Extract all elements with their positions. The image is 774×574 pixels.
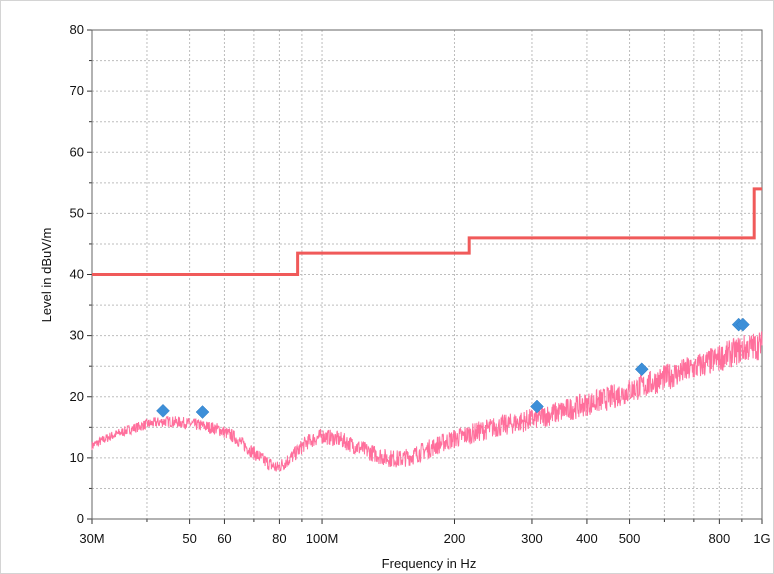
- peak-marker: [156, 403, 170, 418]
- x-tick-label: 500: [619, 531, 641, 546]
- x-tick-label: 400: [576, 531, 598, 546]
- peak-marker: [736, 317, 750, 332]
- x-tick-label: 50: [182, 531, 196, 546]
- y-tick-label: 0: [77, 511, 84, 526]
- x-axis-title: Frequency in Hz: [382, 556, 477, 571]
- x-tick-label: 30M: [79, 531, 104, 546]
- x-tick-label: 200: [444, 531, 466, 546]
- peak-marker: [530, 399, 544, 414]
- x-tick-label: 300: [521, 531, 543, 546]
- markers-layer: [156, 317, 750, 419]
- peak-marker: [195, 405, 210, 419]
- y-tick-label: 50: [70, 205, 84, 220]
- measurement-trace: [91, 331, 763, 472]
- series-layer: [91, 187, 763, 472]
- y-tick-label: 30: [70, 328, 84, 343]
- x-tick-label: 800: [709, 531, 731, 546]
- grid: [87, 29, 763, 524]
- x-tick-label: 60: [217, 531, 231, 546]
- y-axis-title: Level in dBuV/m: [39, 228, 54, 323]
- y-tick-label: 60: [70, 144, 84, 159]
- x-tick-label: 80: [272, 531, 286, 546]
- x-tick-label: 1G: [753, 531, 770, 546]
- limit-line: [92, 187, 762, 276]
- y-tick-label: 80: [70, 22, 84, 37]
- peak-marker: [634, 362, 649, 377]
- tick-labels: 0 10 20 30 40 50 60 70 80 30M 50 60 80 100M 200 300 400 5…: [70, 22, 771, 546]
- y-tick-label: 10: [70, 450, 84, 465]
- y-tick-label: 40: [70, 267, 84, 282]
- y-tick-label: 70: [70, 83, 84, 98]
- x-tick-label: 100M: [306, 531, 339, 546]
- y-tick-label: 20: [70, 389, 84, 404]
